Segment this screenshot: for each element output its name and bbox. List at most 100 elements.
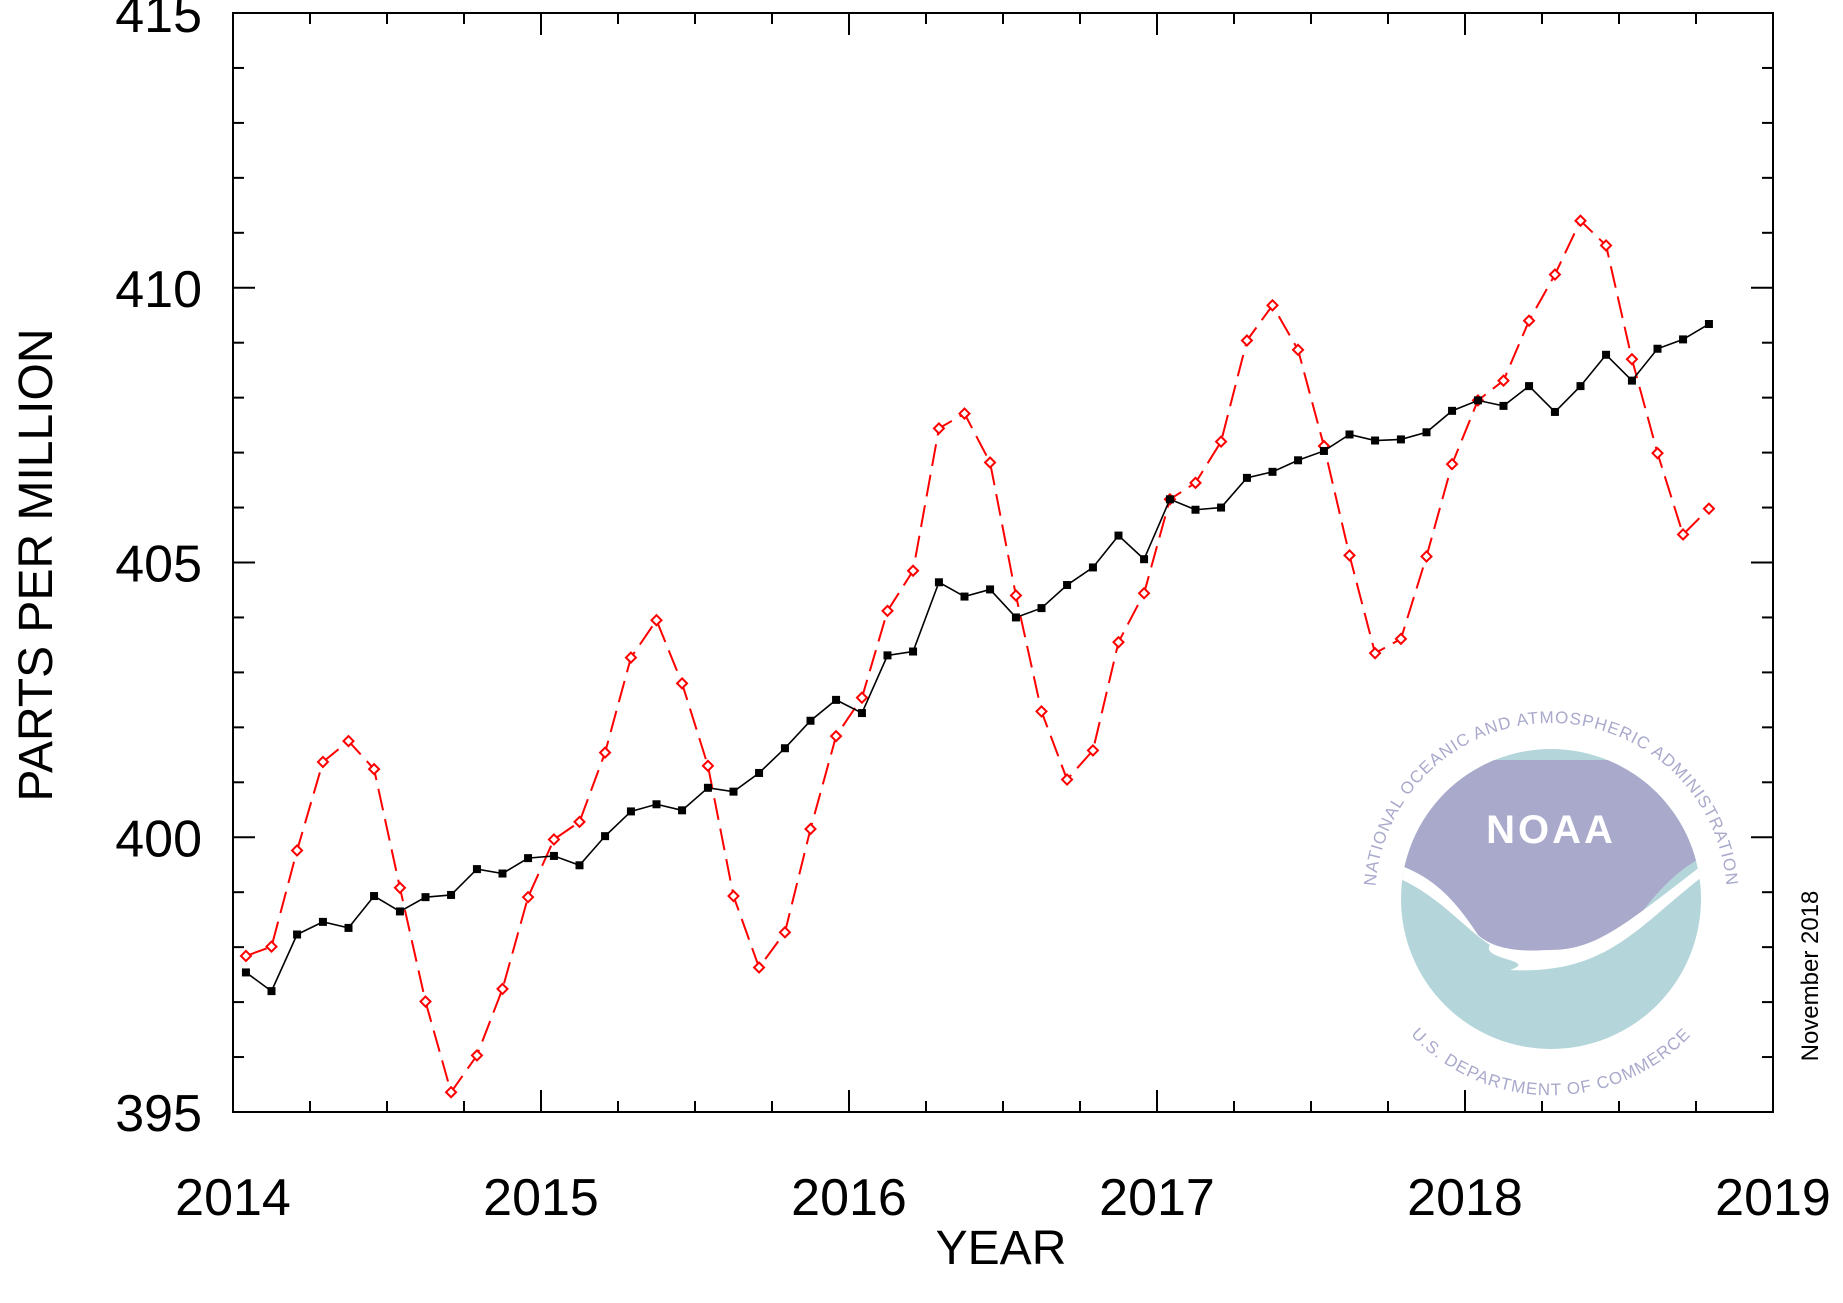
point-marker [1011,613,1020,622]
series-line [245,323,1710,993]
point-marker [729,787,738,796]
point-marker [1217,503,1226,512]
point-marker [1343,548,1356,562]
point-marker [1473,396,1482,405]
point-marker [1599,239,1613,252]
date-note: November 2018 [1797,891,1824,1062]
point-marker [395,907,404,916]
y-tick-label: 400 [115,810,202,868]
point-marker [1088,563,1097,572]
x-tick-label: 2016 [791,1169,907,1227]
series-line [245,219,1710,1095]
point-marker [1550,407,1559,416]
x-axis-title: YEAR [936,1222,1067,1275]
point-marker [1165,495,1174,504]
point-marker [855,691,869,705]
point-marker [932,422,946,435]
logo-bird [1401,850,1701,971]
x-tick-label: 2019 [1715,1169,1831,1227]
point-marker [958,407,971,421]
point-marker [678,806,687,815]
point-marker [1602,350,1611,359]
point-marker [1651,446,1664,460]
point-marker [1214,435,1228,449]
point-marker [598,746,612,760]
point-marker [472,865,481,874]
point-marker [675,676,689,690]
point-marker [241,968,250,977]
point-marker [344,923,353,932]
point-marker [265,940,278,954]
point-marker [370,892,379,901]
point-marker [832,695,841,704]
point-marker [367,762,381,776]
point-marker [447,890,456,899]
point-marker [1576,382,1585,391]
point-marker [1497,374,1510,388]
point-marker [1627,376,1636,385]
point-marker [601,832,610,841]
point-marker [1137,586,1151,600]
y-tick-label: 395 [115,1085,202,1143]
point-marker [1445,457,1459,471]
point-marker [290,844,304,857]
point-marker [829,729,843,743]
point-marker [934,578,943,587]
point-marker [419,995,432,1008]
point-marker [1679,335,1688,344]
point-marker [1242,473,1251,482]
x-tick-label: 2017 [1099,1169,1215,1227]
point-marker [1291,343,1305,357]
point-marker [983,456,997,469]
point-marker [470,1048,484,1062]
point-marker [1189,476,1202,490]
point-marker [444,1085,458,1099]
point-marker [624,651,638,664]
point-marker [1396,435,1405,444]
point-marker [1625,352,1639,366]
point-marker [293,930,302,939]
point-marker [1574,214,1587,228]
point-marker [727,889,740,903]
point-marker [318,917,327,926]
point-marker [752,961,766,974]
point-marker [573,815,586,829]
point-marker [703,783,712,792]
y-tick-label: 410 [115,261,202,319]
point-marker [1240,334,1254,347]
x-tick-label: 2014 [175,1169,291,1227]
point-marker [239,949,253,963]
point-marker [883,651,892,660]
point-marker [1422,428,1431,437]
point-marker [1140,555,1149,564]
point-marker [1448,406,1457,415]
point-marker [1268,467,1277,476]
point-marker [342,734,355,748]
point-marker [804,822,817,836]
point-marker [960,592,969,601]
point-marker [1499,401,1508,410]
point-marker [1653,344,1662,353]
point-marker [1266,298,1279,312]
point-marker [1420,550,1433,563]
point-marker [857,709,866,718]
logo-upper [1401,760,1701,952]
point-marker [701,759,715,773]
point-marker [1368,646,1382,660]
y-axis-title: PARTS PER MILLION [10,328,63,801]
point-marker [1086,744,1100,757]
point-marker [778,925,792,939]
point-marker [1112,635,1125,649]
point-marker [1063,581,1072,590]
logo-name: NOAA [1486,808,1616,852]
point-marker [652,800,661,809]
point-marker [986,585,995,594]
point-marker [1548,268,1562,281]
point-marker [881,604,894,618]
y-tick-label: 405 [115,536,202,594]
point-marker [549,851,558,860]
point-marker [1060,773,1074,786]
point-marker [755,768,764,777]
point-marker [1009,589,1023,602]
